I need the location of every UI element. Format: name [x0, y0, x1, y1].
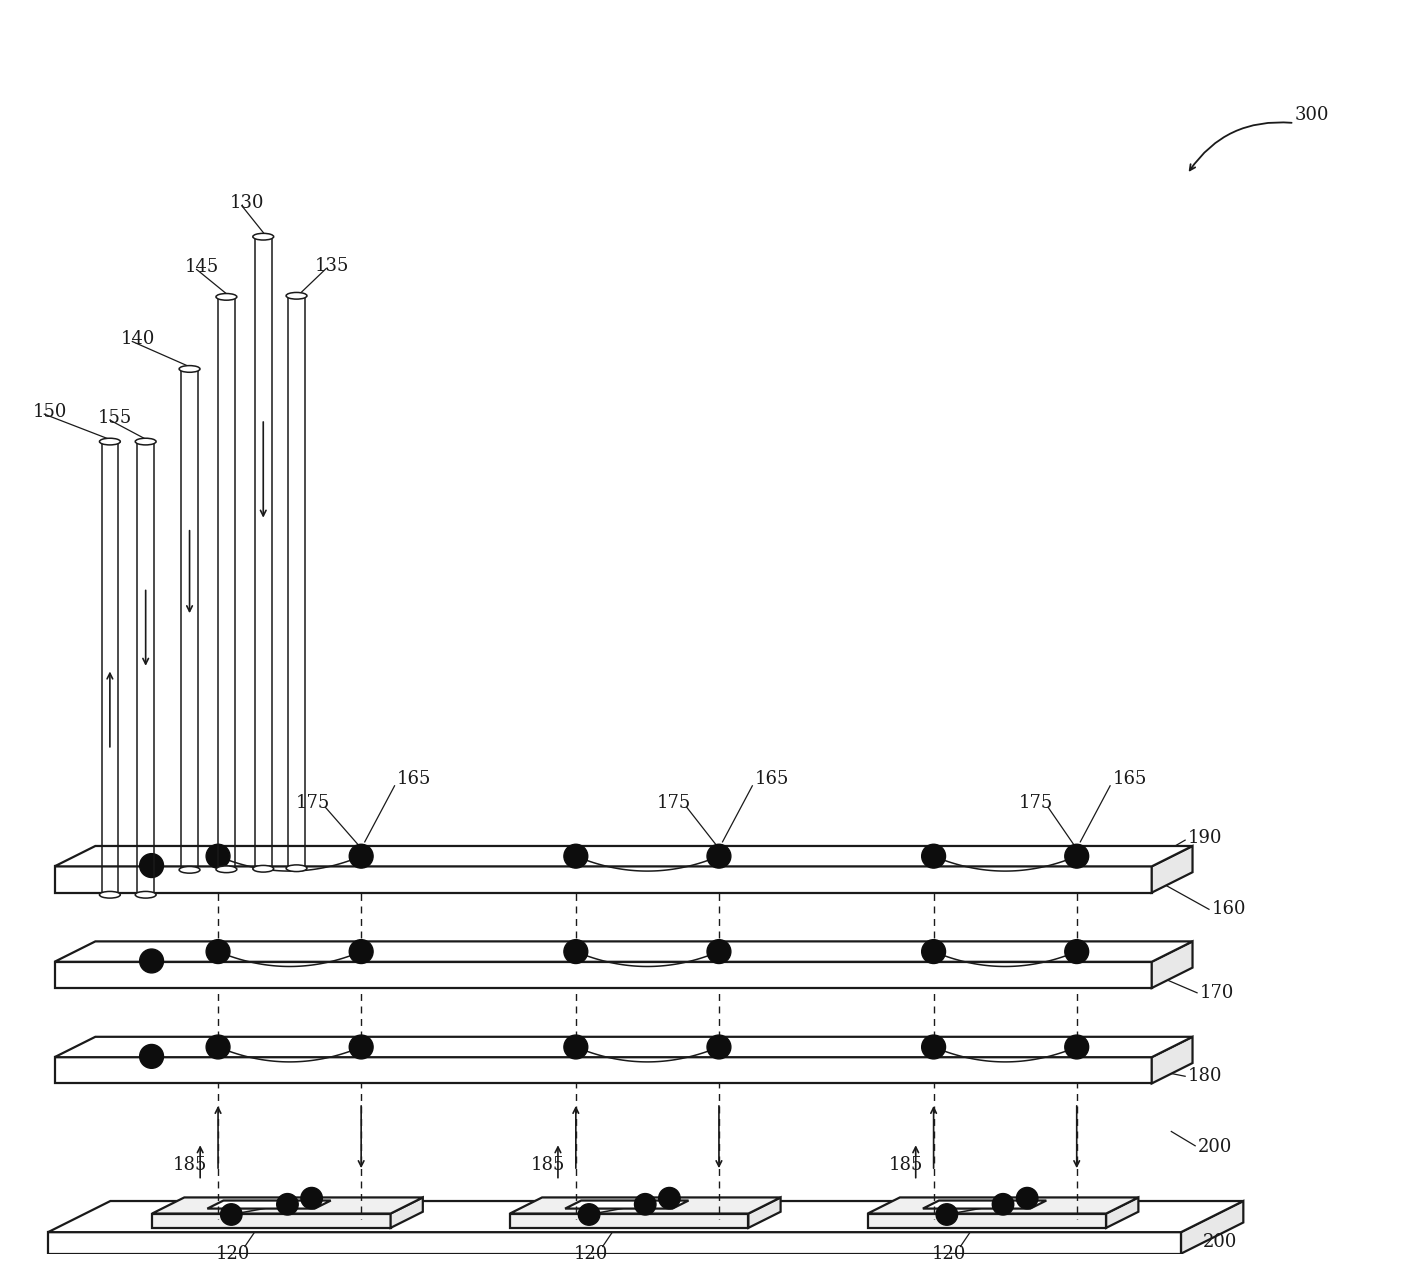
Circle shape: [206, 939, 230, 963]
Circle shape: [139, 853, 163, 877]
Polygon shape: [510, 1197, 781, 1213]
Text: 130: 130: [230, 195, 264, 212]
Circle shape: [1017, 1187, 1038, 1208]
Polygon shape: [54, 846, 1193, 866]
Text: 165: 165: [398, 770, 432, 787]
Circle shape: [922, 939, 946, 963]
Ellipse shape: [135, 439, 156, 445]
Text: 185: 185: [173, 1157, 207, 1174]
Text: 190: 190: [1187, 829, 1223, 847]
Circle shape: [301, 1187, 322, 1208]
Circle shape: [206, 844, 230, 868]
Circle shape: [922, 844, 946, 868]
Circle shape: [1065, 1035, 1089, 1059]
Circle shape: [564, 844, 588, 868]
Text: 200: 200: [1197, 1138, 1233, 1157]
Polygon shape: [391, 1197, 423, 1227]
Text: 155: 155: [98, 408, 132, 427]
Ellipse shape: [285, 292, 307, 300]
Ellipse shape: [179, 365, 200, 373]
Ellipse shape: [99, 891, 121, 899]
Polygon shape: [565, 1201, 689, 1208]
Circle shape: [1065, 939, 1089, 963]
Circle shape: [922, 1035, 946, 1059]
Text: 150: 150: [33, 403, 67, 421]
Polygon shape: [48, 1201, 1244, 1232]
Circle shape: [635, 1193, 656, 1215]
Circle shape: [564, 1035, 588, 1059]
Text: 175: 175: [1018, 794, 1052, 811]
Ellipse shape: [179, 867, 200, 873]
Text: 165: 165: [754, 770, 790, 787]
Text: 145: 145: [185, 258, 219, 276]
Polygon shape: [54, 1057, 1152, 1083]
Polygon shape: [1152, 846, 1193, 892]
Circle shape: [349, 844, 373, 868]
Text: 120: 120: [574, 1245, 608, 1263]
Circle shape: [277, 1193, 298, 1215]
Polygon shape: [748, 1197, 781, 1227]
Circle shape: [578, 1203, 599, 1225]
Circle shape: [936, 1203, 957, 1225]
Text: 200: 200: [1203, 1232, 1237, 1250]
Text: 160: 160: [1211, 900, 1245, 919]
Polygon shape: [152, 1197, 423, 1213]
Text: 185: 185: [531, 1157, 565, 1174]
Circle shape: [564, 939, 588, 963]
Text: 165: 165: [1112, 770, 1147, 787]
Circle shape: [1065, 844, 1089, 868]
Text: 300: 300: [1295, 106, 1329, 124]
Polygon shape: [510, 1213, 748, 1227]
Circle shape: [707, 844, 731, 868]
Text: 135: 135: [314, 257, 349, 276]
Circle shape: [139, 1044, 163, 1068]
Ellipse shape: [253, 866, 274, 872]
Ellipse shape: [216, 866, 237, 872]
Text: 140: 140: [121, 330, 155, 348]
Circle shape: [139, 949, 163, 973]
Polygon shape: [868, 1213, 1106, 1227]
Polygon shape: [54, 962, 1152, 988]
Ellipse shape: [216, 293, 237, 300]
Polygon shape: [1106, 1197, 1139, 1227]
Text: 175: 175: [657, 794, 692, 811]
Circle shape: [659, 1187, 680, 1208]
Ellipse shape: [253, 234, 274, 240]
Text: 120: 120: [216, 1245, 250, 1263]
Circle shape: [206, 1035, 230, 1059]
Polygon shape: [923, 1201, 1047, 1208]
Circle shape: [707, 1035, 731, 1059]
Polygon shape: [1152, 942, 1193, 988]
Circle shape: [220, 1203, 241, 1225]
Ellipse shape: [135, 891, 156, 899]
Ellipse shape: [285, 865, 307, 872]
Polygon shape: [54, 866, 1152, 892]
Polygon shape: [54, 1036, 1193, 1057]
Polygon shape: [1181, 1201, 1244, 1254]
Ellipse shape: [99, 439, 121, 445]
Circle shape: [349, 939, 373, 963]
Polygon shape: [868, 1197, 1139, 1213]
Circle shape: [349, 1035, 373, 1059]
Text: 175: 175: [295, 794, 329, 811]
Polygon shape: [1152, 1036, 1193, 1083]
Text: 185: 185: [889, 1157, 923, 1174]
Circle shape: [707, 939, 731, 963]
Text: 120: 120: [932, 1245, 966, 1263]
Polygon shape: [54, 942, 1193, 962]
Text: 170: 170: [1200, 983, 1234, 1002]
Text: 180: 180: [1187, 1067, 1223, 1086]
Polygon shape: [207, 1201, 331, 1208]
Circle shape: [993, 1193, 1014, 1215]
Polygon shape: [48, 1232, 1181, 1254]
Polygon shape: [152, 1213, 391, 1227]
